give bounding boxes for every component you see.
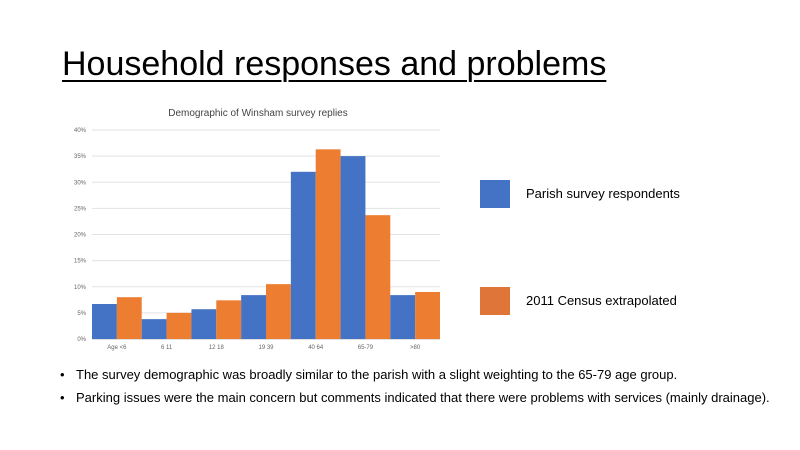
bullet-parking: Parking issues were the main concern but…: [60, 391, 790, 404]
legend-label-parish: Parish survey respondents: [526, 186, 680, 201]
x-axis-ticks: Age <6 6 11 12 18 19 39 40 64 65-79 >80: [107, 345, 421, 351]
x-tick-label: 65-79: [358, 345, 374, 351]
x-tick-label: 19 39: [258, 345, 274, 351]
x-tick-label: 6 11: [161, 345, 173, 351]
bar-parish: [141, 319, 167, 339]
bar-parish: [390, 295, 416, 339]
slide-title: Household responses and problems: [62, 45, 607, 83]
bar-census: [415, 291, 440, 339]
x-tick-label: Age <6: [107, 345, 127, 351]
y-tick-label: 30%: [74, 180, 87, 186]
bar-census: [116, 297, 142, 339]
bar-parish: [340, 156, 366, 339]
y-tick-label: 35%: [74, 154, 87, 160]
bar-parish: [290, 171, 316, 339]
x-tick-label: >80: [410, 345, 421, 351]
y-tick-label: 40%: [74, 128, 87, 134]
bar-parish: [191, 309, 217, 339]
legend-label-census: 2011 Census extrapolated: [526, 293, 677, 308]
bar-census: [315, 149, 341, 339]
legend-swatch-parish: [480, 180, 510, 208]
bar-census: [266, 284, 291, 339]
y-tick-label: 10%: [74, 285, 87, 291]
bullet-demographic: The survey demographic was broadly simil…: [60, 368, 790, 381]
x-tick-label: 40 64: [308, 345, 324, 351]
bullet-list: The survey demographic was broadly simil…: [60, 368, 790, 414]
y-tick-label: 15%: [74, 259, 87, 265]
bar-census: [216, 300, 242, 339]
bar-census: [166, 312, 192, 339]
y-axis-ticks: 0% 5% 10% 15% 20% 25% 30% 35% 40%: [74, 128, 87, 343]
y-tick-label: 5%: [77, 311, 86, 317]
chart-title: Demographic of Winsham survey replies: [168, 108, 348, 119]
y-tick-label: 0%: [77, 337, 86, 343]
x-tick-label: 12 18: [209, 345, 225, 351]
y-tick-label: 20%: [74, 233, 87, 239]
bar-parish: [241, 295, 266, 339]
y-tick-label: 25%: [74, 206, 87, 212]
bar-parish: [92, 303, 117, 339]
bar-census: [365, 215, 391, 339]
bars: [92, 149, 440, 339]
legend-swatch-census: [480, 287, 510, 315]
